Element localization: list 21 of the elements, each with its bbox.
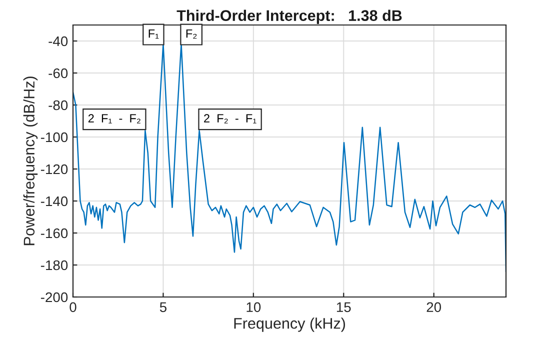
y-axis-title: Power/frequency (dB/Hz) <box>23 76 38 246</box>
y-tick-label: -180 <box>40 260 68 270</box>
x-tick-label: 10 <box>246 302 261 312</box>
annotation: F₁ <box>148 29 159 39</box>
y-tick-label: -200 <box>40 292 68 302</box>
y-tick-label: -140 <box>40 196 68 206</box>
chart-title: Third-Order Intercept: 1.38 dB <box>176 10 402 24</box>
x-tick-label: 5 <box>160 302 166 312</box>
y-tick-label: -80 <box>48 100 68 110</box>
annotation: 2 F₂ - F₁ <box>204 114 256 124</box>
x-axis-title: Frequency (kHz) <box>234 318 346 332</box>
y-tick-label: -100 <box>40 132 68 142</box>
y-tick-label: -120 <box>40 164 68 174</box>
annotation: 2 F₁ - F₂ <box>88 114 140 124</box>
x-tick-label: 0 <box>70 302 76 312</box>
annotation: F₂ <box>186 29 197 39</box>
y-tick-label: -160 <box>40 228 68 238</box>
y-tick-label: -40 <box>48 36 68 46</box>
y-tick-label: -60 <box>48 68 68 78</box>
x-tick-label: 15 <box>336 302 351 312</box>
x-tick-label: 20 <box>426 302 442 312</box>
